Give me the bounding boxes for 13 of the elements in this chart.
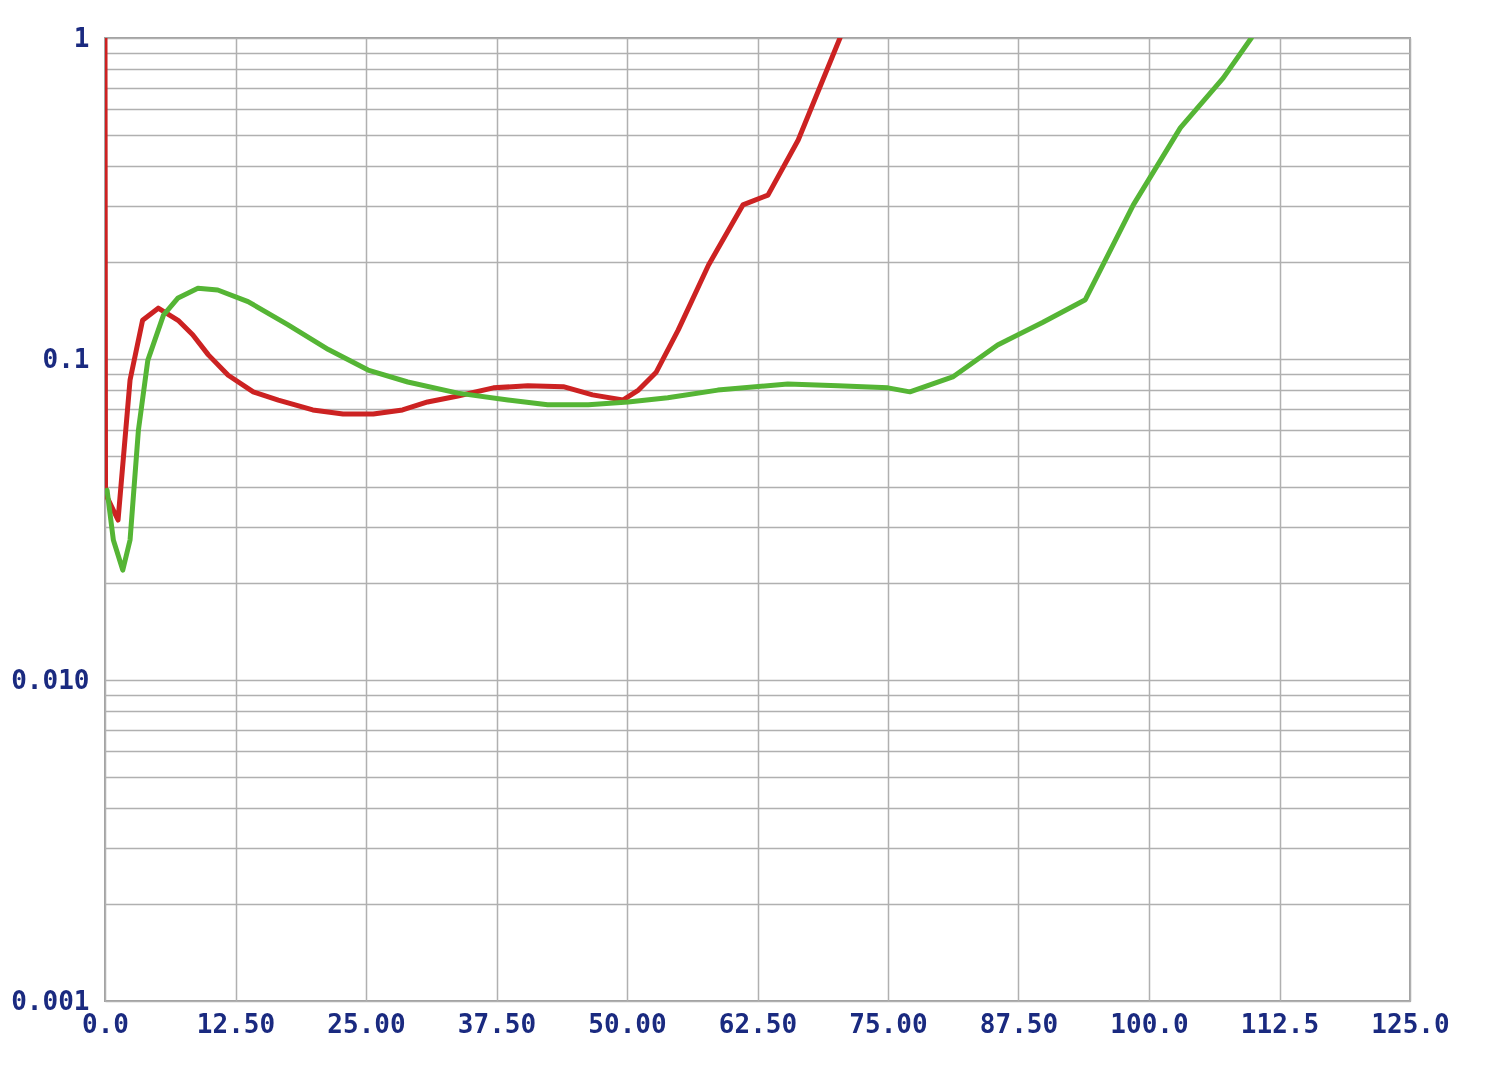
- x-tick-label: 50.00: [588, 1008, 667, 1039]
- x-tick-label: 12.50: [196, 1008, 276, 1039]
- x-tick-label: 100.0: [1110, 1008, 1189, 1039]
- x-tick-label: 37.50: [457, 1008, 537, 1039]
- x-tick-label: 87.50: [979, 1008, 1059, 1039]
- y-tick-label: 0.1: [42, 343, 90, 374]
- x-tick-label: 25.00: [327, 1008, 406, 1039]
- y-tick-label: 0.010: [11, 664, 90, 695]
- x-tick-label: 125.0: [1371, 1008, 1450, 1039]
- x-tick-label: 62.50: [718, 1008, 798, 1039]
- y-tick-label: 1: [73, 22, 90, 53]
- x-tick-label: 75.00: [849, 1008, 928, 1039]
- x-tick-label: 112.5: [1240, 1008, 1320, 1039]
